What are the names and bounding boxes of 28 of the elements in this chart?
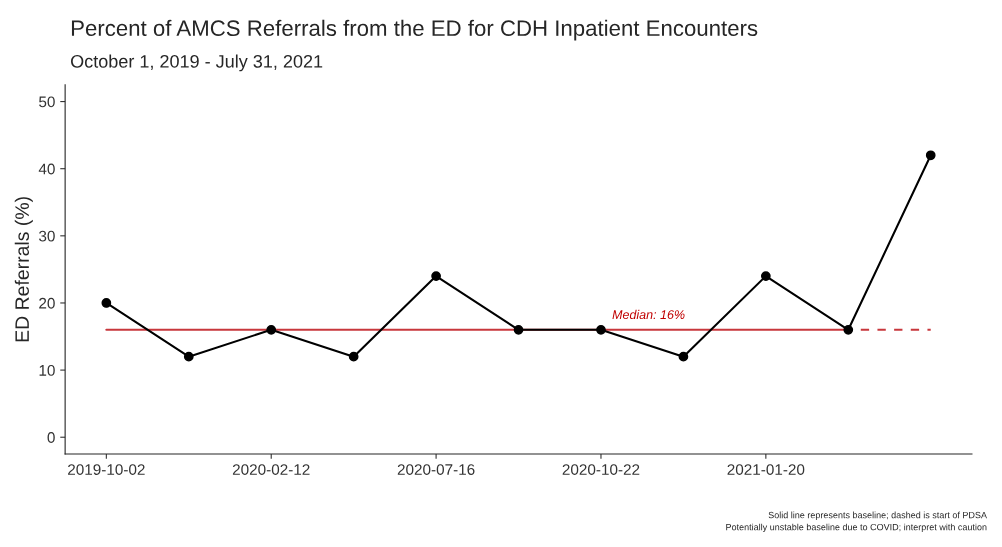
- point: [101, 298, 112, 308]
- x-tick-label: 2021-01-20: [727, 464, 805, 475]
- point: [513, 324, 524, 335]
- y-tick-label: 10: [39, 364, 55, 376]
- point: [678, 351, 689, 362]
- point: [596, 324, 606, 335]
- point: [431, 271, 441, 281]
- y-tick-label: 50: [39, 96, 55, 108]
- point: [348, 351, 359, 362]
- y-axis-title: ED Referrals (%): [14, 197, 33, 342]
- y-tick-label: 20: [39, 297, 55, 309]
- y-tick-label: 0: [47, 432, 55, 443]
- point: [925, 150, 936, 161]
- y-tick-label: 30: [39, 230, 55, 242]
- x-tick-label: 2020-10-22: [562, 464, 640, 475]
- point: [266, 324, 277, 335]
- point: [760, 271, 771, 281]
- point: [183, 351, 194, 362]
- chart-title: Percent of AMCS Referrals from the ED for CDH Inpatient Encounters: [71, 19, 758, 41]
- point: [843, 324, 854, 335]
- text: Solid line represents baseline; dashed is start of PDSA: [768, 511, 987, 521]
- x-tick-label: 2019-10-02: [68, 464, 145, 475]
- annotation: Median: 16%: [612, 309, 685, 320]
- x-tick-label: 2020-02-12: [232, 464, 310, 475]
- x-tick-label: 2020-07-16: [397, 464, 475, 475]
- chart-subtitle: October 1, 2019 - July 31, 2021: [70, 54, 323, 72]
- text: Potentially unstable baseline due to COVID; interpret with caution: [726, 523, 987, 533]
- y-tick-label: 40: [38, 163, 55, 175]
